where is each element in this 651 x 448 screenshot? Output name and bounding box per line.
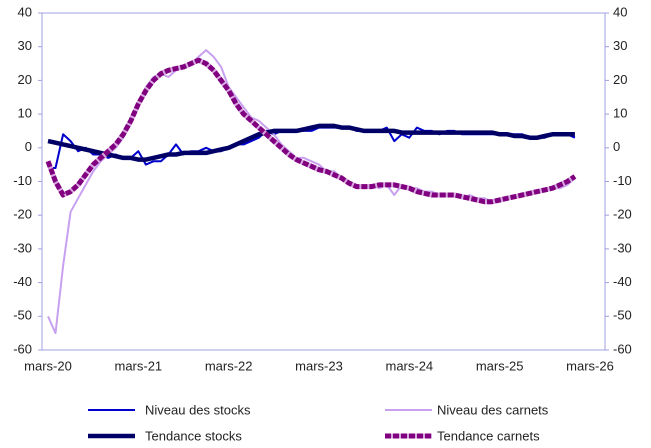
y2-tick-label: 0 bbox=[613, 139, 620, 154]
y-tick-label: -40 bbox=[13, 274, 32, 289]
x-tick-label: mars-24 bbox=[385, 358, 433, 373]
legend-label: Tendance carnets bbox=[437, 428, 540, 443]
y-tick-label: 40 bbox=[18, 4, 32, 19]
legend-label: Niveau des carnets bbox=[437, 402, 549, 417]
y-tick-label: -20 bbox=[13, 207, 32, 222]
y-tick-label: -60 bbox=[13, 341, 32, 356]
x-tick-label: mars-26 bbox=[566, 358, 614, 373]
y2-tick-label: -60 bbox=[613, 341, 632, 356]
series-line bbox=[47, 49, 576, 335]
y2-tick-label: 40 bbox=[613, 4, 627, 19]
y-tick-label: -30 bbox=[13, 240, 32, 255]
series-line bbox=[47, 123, 575, 162]
x-tick-label: mars-23 bbox=[295, 358, 343, 373]
y-tick-label: -10 bbox=[13, 173, 32, 188]
x-tick-label: mars-25 bbox=[476, 358, 524, 373]
y2-tick-label: -20 bbox=[613, 207, 632, 222]
x-tick-label: mars-21 bbox=[114, 358, 162, 373]
y-tick-label: 30 bbox=[18, 38, 32, 53]
x-tick-label: mars-22 bbox=[205, 358, 253, 373]
series-line bbox=[45, 57, 577, 205]
y2-tick-label: 20 bbox=[613, 72, 627, 87]
y-tick-label: -50 bbox=[13, 308, 32, 323]
legend-label: Tendance stocks bbox=[145, 428, 242, 443]
y-tick-label: 20 bbox=[18, 72, 32, 87]
y-tick-label: 10 bbox=[18, 106, 32, 121]
legend-label: Niveau des stocks bbox=[145, 402, 251, 417]
y2-tick-label: 10 bbox=[613, 106, 627, 121]
y2-tick-label: -10 bbox=[613, 173, 632, 188]
y2-tick-label: -50 bbox=[613, 308, 632, 323]
y2-tick-label: -30 bbox=[613, 240, 632, 255]
y2-tick-label: 30 bbox=[613, 38, 627, 53]
y-tick-label: 0 bbox=[25, 139, 32, 154]
x-tick-label: mars-20 bbox=[24, 358, 72, 373]
y2-tick-label: -40 bbox=[613, 274, 632, 289]
